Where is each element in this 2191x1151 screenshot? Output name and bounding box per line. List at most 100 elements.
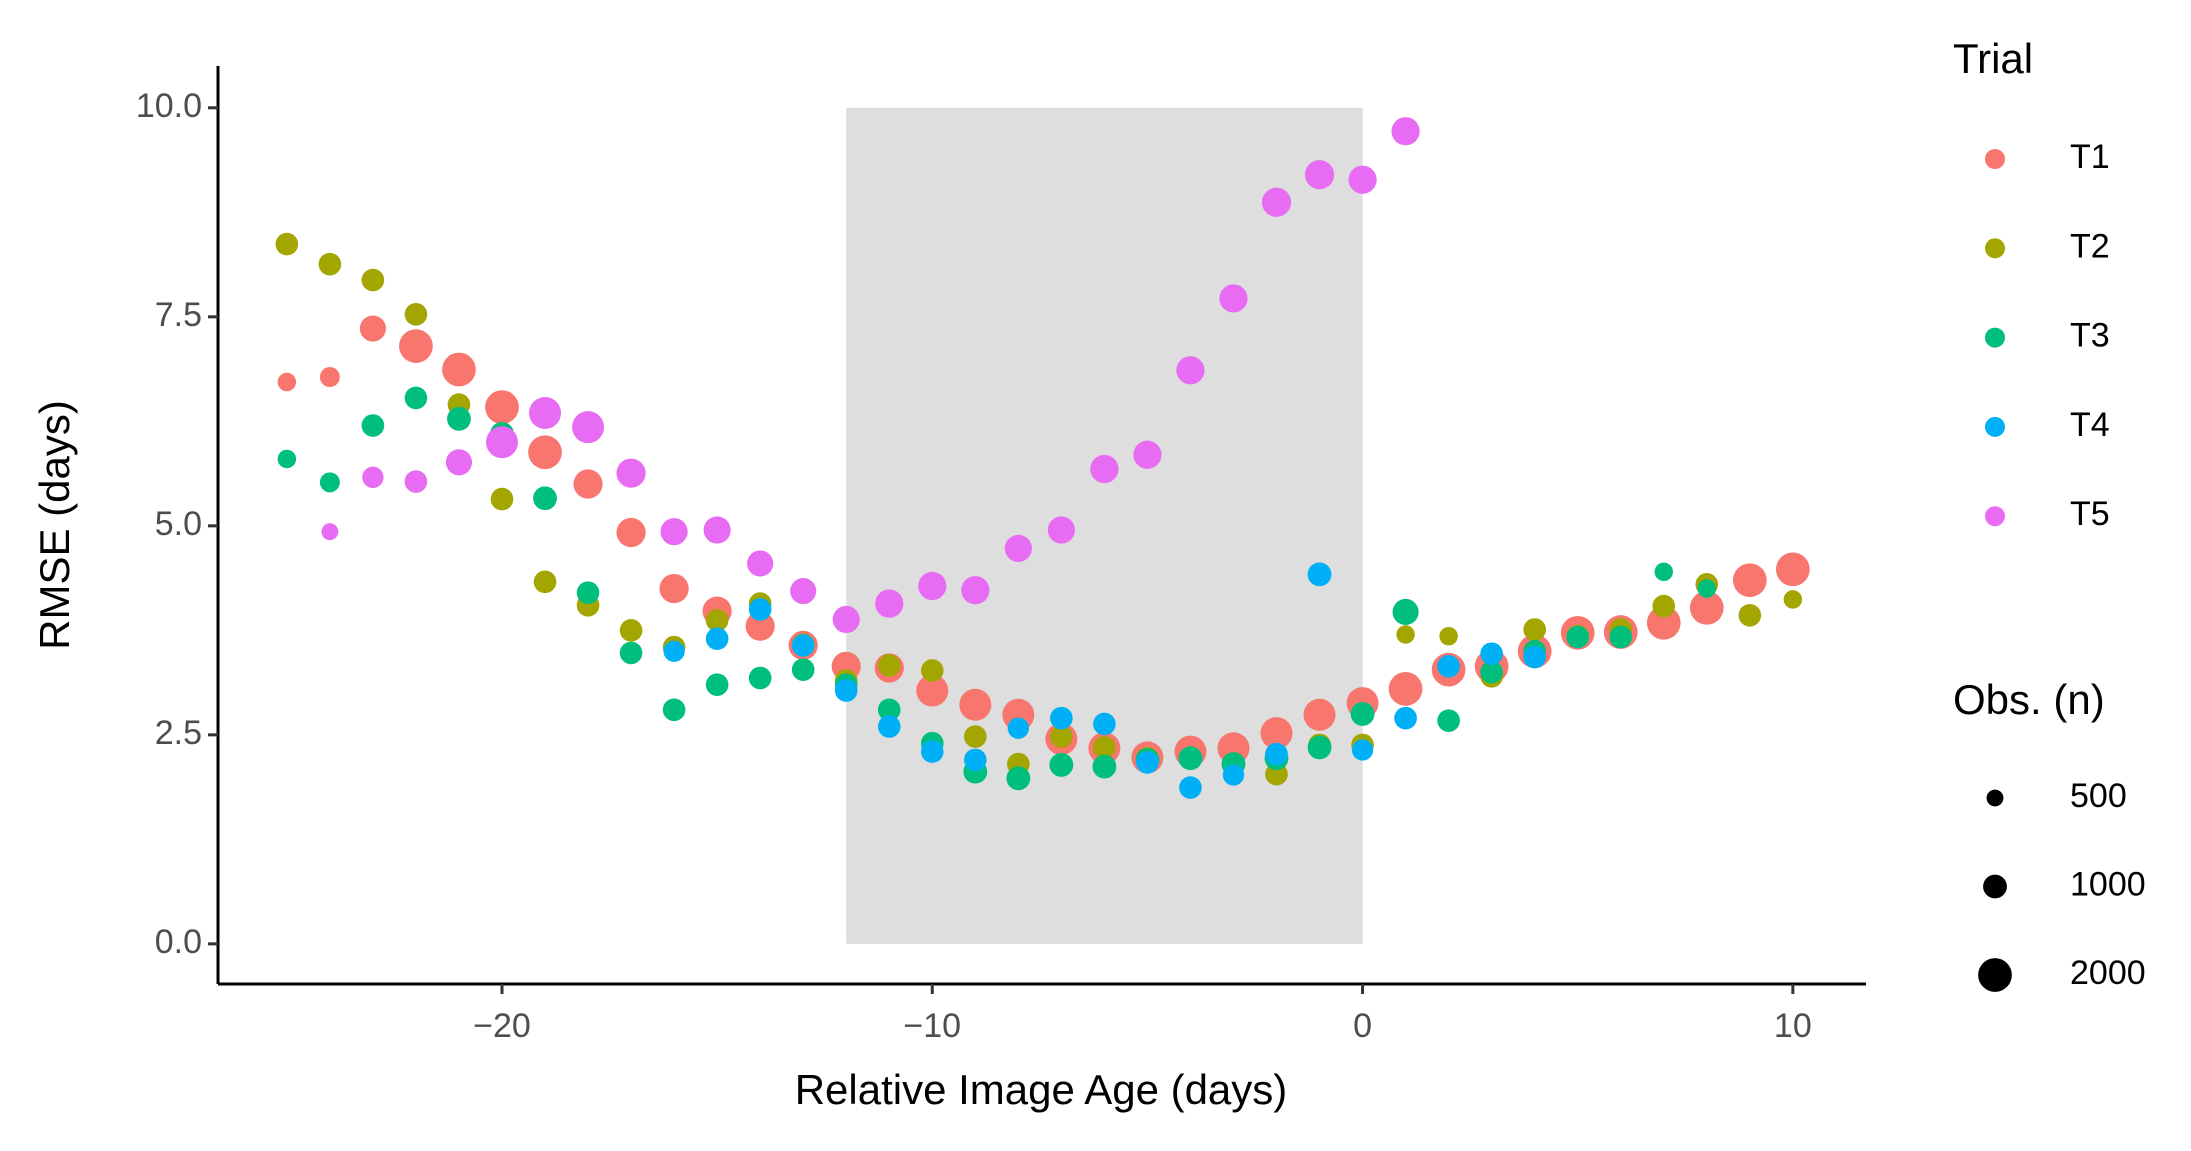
data-point [963,725,987,748]
data-point [1047,516,1075,544]
data-point [748,598,772,621]
data-point [404,386,428,410]
data-point [659,573,689,604]
data-point [961,576,990,605]
data-point [916,674,949,707]
data-point [1351,739,1374,761]
data-point [790,577,817,605]
data-point [877,715,901,738]
size-legend-marker [1983,874,2007,899]
data-point [705,673,729,696]
data-point [705,609,729,632]
data-point [705,627,729,651]
data-point [703,516,731,544]
y-tick-label: 5.0 [155,505,202,543]
y-axis-title: RMSE (days) [31,400,78,650]
size-legend-label: 2000 [2070,954,2146,992]
shaded-region [846,107,1363,944]
data-point [1523,645,1546,669]
data-point [877,654,901,677]
data-point [490,487,514,511]
data-point [1179,776,1202,799]
data-point [1304,160,1335,190]
data-point [445,449,473,476]
data-point [1050,725,1073,748]
data-point [1437,654,1460,678]
data-point [1396,625,1415,644]
data-point [1394,706,1417,730]
data-point [399,329,433,363]
data-point [1654,562,1673,582]
data-point [1480,642,1503,666]
data-point [1093,712,1116,736]
data-point [920,659,944,682]
legend-marker [1985,238,2005,259]
y-tick-label: 10.0 [136,87,202,125]
data-point [1391,117,1420,146]
data-point [834,679,858,702]
data-point [1437,709,1460,732]
data-point [485,426,518,459]
data-point [1133,440,1162,469]
data-point [1348,165,1377,194]
data-point [1652,594,1676,618]
data-point [1307,735,1332,760]
data-point [745,611,775,641]
data-point [791,634,815,657]
legend-marker [1985,416,2005,437]
data-point [319,367,340,387]
data-point [1260,717,1293,750]
legend-label: T1 [2070,138,2110,176]
data-point [877,698,901,722]
data-point [1689,590,1724,625]
data-point [660,518,688,546]
data-point [1261,187,1292,217]
legend-marker [1985,149,2005,169]
data-point [920,740,944,763]
data-point [616,517,646,548]
data-point [1350,702,1375,726]
data-point [1007,717,1029,739]
data-point [1303,698,1336,731]
data-point [1222,764,1245,786]
data-point [485,390,519,424]
legend-marker [1985,327,2005,348]
data-point [1523,618,1546,641]
data-point [791,658,815,681]
data-point [748,666,772,690]
data-point [1004,534,1032,563]
data-point [959,688,992,721]
legend-label: T4 [2070,406,2110,444]
data-point [1178,746,1203,771]
data-point [442,352,476,387]
data-point [663,640,685,662]
data-point [573,469,603,499]
data-point [1090,454,1119,484]
data-point [529,396,562,429]
data-point [359,315,386,342]
data-point [1006,766,1031,791]
legend-label: T5 [2070,495,2110,533]
data-point [1697,579,1717,598]
data-point [1049,753,1074,777]
data-point [1609,625,1633,649]
data-point [277,372,297,392]
size-legend-label: 1000 [2070,865,2146,903]
data-point [533,570,557,594]
data-point [1176,356,1205,385]
data-point [662,698,686,722]
x-tick-label: −10 [903,1007,961,1045]
data-point [1265,742,1288,766]
data-point [616,458,646,488]
data-point [1439,626,1458,646]
data-point [1050,706,1073,730]
data-point [361,414,385,437]
data-point [1480,660,1503,684]
legend-label: T3 [2070,317,2110,355]
data-point [1775,552,1810,587]
data-point [576,581,600,605]
size-legend-label: 500 [2070,777,2127,815]
x-tick-label: −20 [473,1007,531,1045]
data-point [1738,603,1762,627]
